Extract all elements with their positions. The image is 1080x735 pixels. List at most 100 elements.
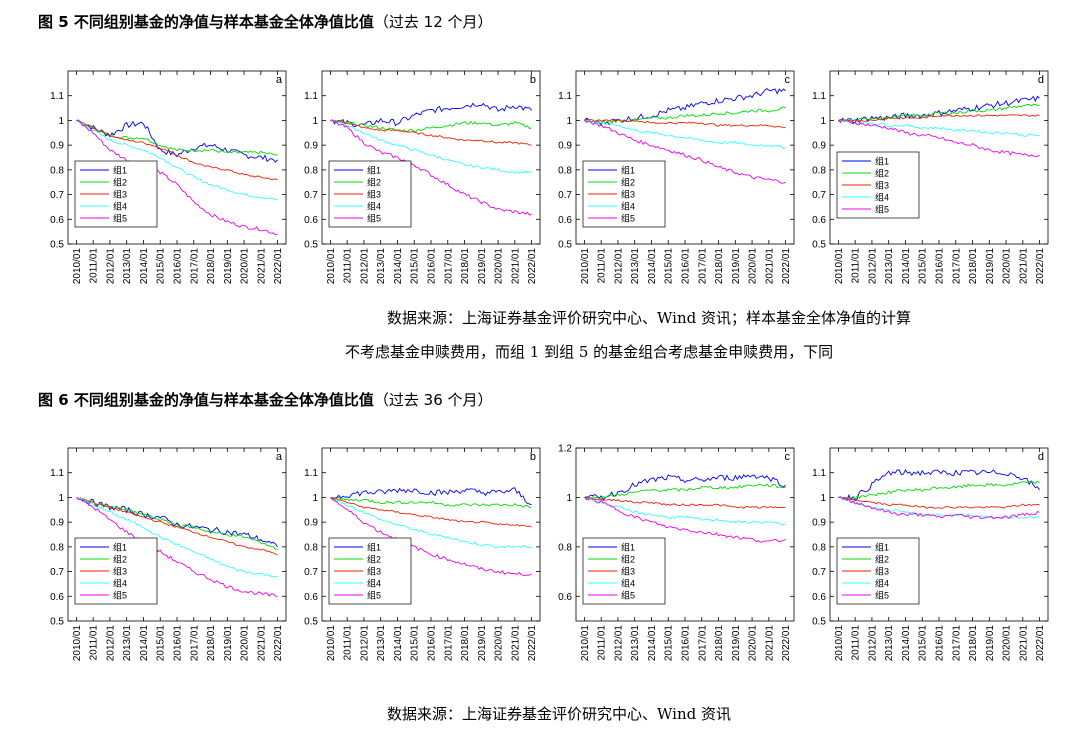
x-tick-label: 2015/01	[918, 625, 929, 662]
x-tick-label: 2010/01	[580, 248, 591, 285]
x-tick-label: 2020/01	[748, 625, 759, 662]
x-tick-label: 2012/01	[359, 248, 370, 285]
chart-panel-5-a: 0.5 0.6 0.7 0.8 0.9 1 1.1 2010/01 2011/01 2012/01…	[50, 70, 287, 285]
x-tick-label: 2016/01	[935, 248, 946, 285]
legend-label-1: 组1	[875, 156, 889, 167]
legend-label-3: 组3	[113, 189, 127, 200]
y-tick-label: 0.8	[558, 542, 572, 553]
x-tick-label: 2022/01	[1035, 625, 1046, 662]
x-tick-label: 2013/01	[884, 625, 895, 662]
y-tick-label: 0.8	[50, 542, 64, 553]
legend-label-3: 组3	[367, 566, 381, 577]
panel-letter: b	[530, 451, 536, 463]
x-tick-label: 2011/01	[89, 248, 100, 284]
x-tick-label: 2022/01	[527, 625, 538, 662]
series-line-2	[76, 119, 278, 156]
x-tick-label: 2018/01	[206, 248, 217, 285]
x-tick-label: 2020/01	[240, 248, 251, 285]
legend-label-1: 组1	[367, 165, 381, 176]
legend-label-2: 组2	[367, 554, 381, 565]
legend-label-4: 组4	[367, 201, 381, 212]
series-line-3	[584, 496, 786, 509]
series-line-3	[838, 114, 1040, 122]
chart-panel-5-b: 0.5 0.6 0.7 0.8 0.9 1 1.1 2010/01 2011/01 2012/01…	[304, 70, 541, 285]
series-line-5	[838, 496, 1040, 520]
legend-label-1: 组1	[875, 542, 889, 553]
x-tick-label: 2016/01	[173, 248, 184, 285]
legend-label-2: 组2	[113, 554, 127, 565]
x-tick-label: 2015/01	[918, 248, 929, 285]
x-tick-label: 2020/01	[494, 625, 505, 662]
figure-5-title: 图 5 不同组别基金的净值与样本基金全体净值比值（过去 12 个月）	[38, 11, 493, 32]
x-tick-label: 2017/01	[189, 248, 200, 285]
legend-label-5: 组5	[367, 213, 381, 224]
y-tick-label: 1	[58, 116, 64, 127]
x-tick-label: 2012/01	[867, 625, 878, 662]
y-tick-label: 0.5	[304, 240, 318, 251]
x-tick-label: 2011/01	[343, 625, 354, 661]
y-tick-label: 0.9	[558, 141, 572, 152]
x-tick-label: 2016/01	[681, 625, 692, 662]
legend-label-2: 组2	[113, 177, 127, 188]
x-tick-label: 2014/01	[647, 625, 658, 662]
x-tick-label: 2021/01	[764, 625, 775, 662]
x-tick-label: 2010/01	[326, 248, 337, 285]
x-tick-label: 2015/01	[156, 625, 167, 662]
panel-letter: d	[1038, 451, 1044, 463]
y-tick-label: 0.7	[558, 190, 572, 201]
x-tick-label: 2019/01	[223, 248, 234, 285]
x-tick-label: 2014/01	[393, 625, 404, 662]
x-tick-label: 2014/01	[647, 248, 658, 285]
y-tick-label: 0.7	[50, 567, 64, 578]
y-tick-label: 1.1	[50, 91, 64, 102]
x-tick-label: 2016/01	[173, 625, 184, 662]
x-tick-label: 2020/01	[494, 248, 505, 285]
series-line-3	[838, 496, 1040, 509]
panel-letter: a	[276, 451, 283, 463]
y-tick-label: 1.1	[50, 468, 64, 479]
series-line-1	[76, 496, 278, 548]
figure-6-chart-row: 0.5 0.6 0.7 0.8 0.9 1 1.1 2010/01 2011/01 2012/01…	[30, 433, 1070, 685]
x-tick-label: 2021/01	[256, 248, 267, 285]
series-line-5	[584, 496, 786, 543]
x-tick-label: 2021/01	[1018, 625, 1029, 662]
x-tick-label: 2018/01	[206, 625, 217, 662]
y-tick-label: 0.6	[558, 215, 572, 226]
legend-label-4: 组4	[367, 578, 381, 589]
x-tick-label: 2016/01	[427, 248, 438, 285]
series-line-4	[584, 119, 786, 150]
y-tick-label: 0.6	[50, 215, 64, 226]
series-line-3	[330, 496, 532, 528]
figure-6-title-main: 图 6 不同组别基金的净值与样本基金全体净值比值	[38, 391, 374, 409]
series-line-3	[330, 119, 532, 146]
series-line-5	[838, 119, 1040, 158]
legend-label-4: 组4	[113, 201, 127, 212]
series-line-5	[76, 497, 278, 597]
series-line-1	[76, 119, 278, 163]
series-line-1	[330, 102, 532, 128]
legend-label-5: 组5	[875, 590, 889, 601]
x-tick-label: 2014/01	[901, 248, 912, 285]
figure-6-charts: 0.5 0.6 0.7 0.8 0.9 1 1.1 2010/01 2011/01 2012/01…	[50, 444, 1049, 662]
panel-letter: c	[785, 451, 791, 463]
series-line-3	[76, 496, 278, 555]
panel-letter: a	[276, 74, 283, 86]
legend-label-5: 组5	[367, 590, 381, 601]
legend-label-1: 组1	[621, 165, 635, 176]
x-tick-label: 2017/01	[951, 625, 962, 662]
y-tick-label: 1.2	[558, 444, 572, 455]
y-tick-label: 1.1	[304, 468, 318, 479]
x-tick-label: 2021/01	[764, 248, 775, 285]
y-tick-label: 0.9	[50, 141, 64, 152]
series-line-2	[330, 496, 532, 508]
legend-label-5: 组5	[113, 590, 127, 601]
y-tick-label: 0.5	[812, 617, 826, 628]
x-tick-label: 2014/01	[139, 248, 150, 285]
figure-5-chart-row: 0.5 0.6 0.7 0.8 0.9 1 1.1 2010/01 2011/01 2012/01…	[30, 56, 1070, 308]
series-line-2	[330, 119, 532, 133]
x-tick-label: 2018/01	[968, 625, 979, 662]
legend-label-3: 组3	[621, 189, 635, 200]
